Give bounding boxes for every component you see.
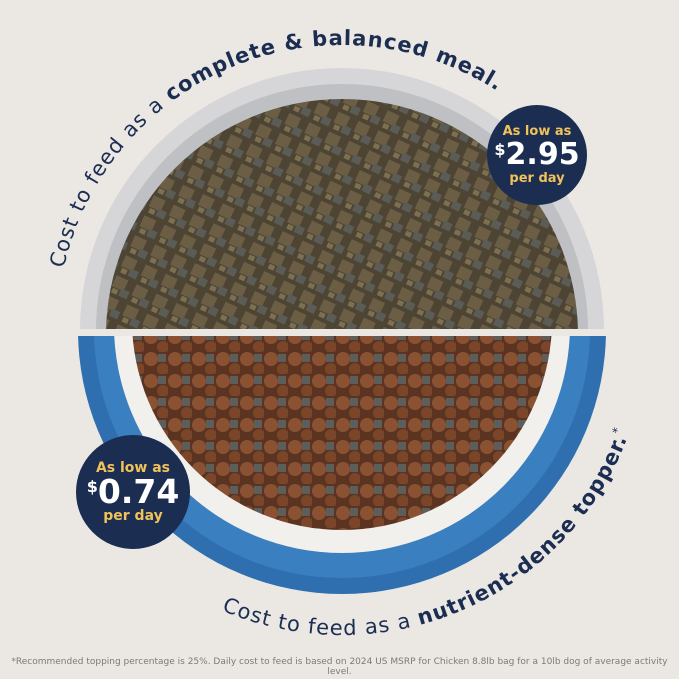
badge-unit: per day <box>103 508 163 524</box>
meal-bowl <box>80 68 604 329</box>
meal-price-badge: As low as $2.95 per day <box>487 105 587 205</box>
topper-bowl <box>78 336 606 594</box>
topper-price-badge: As low as $0.74 per day <box>76 435 190 549</box>
badge-label: As low as <box>95 460 171 476</box>
footnote: *Recommended topping percentage is 25%. … <box>11 657 668 677</box>
badge-unit: per day <box>509 171 565 186</box>
badge-label: As low as <box>502 124 572 139</box>
badge-price: $2.95 <box>494 137 580 172</box>
badge-price: $0.74 <box>86 472 180 511</box>
